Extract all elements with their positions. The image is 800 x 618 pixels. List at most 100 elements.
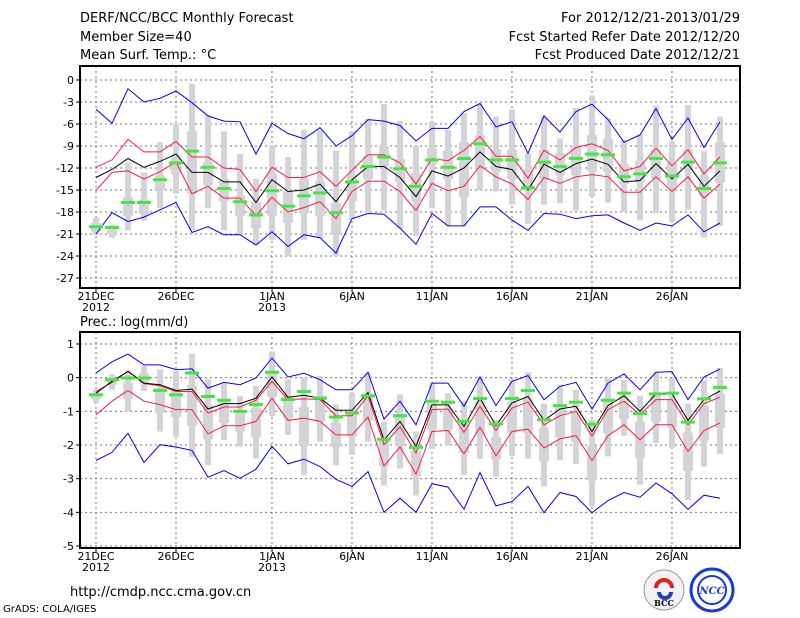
observed-marker [489,158,503,162]
y-tick-label: -18 [56,206,74,219]
series-line-max [95,88,721,156]
svg-text:BCC: BCC [654,598,674,608]
observed-marker [393,414,407,418]
x-tick-label: 26DEC [157,550,194,563]
ensemble-box [187,384,197,426]
observed-marker [569,156,583,160]
ensemble-box [523,398,533,433]
ensemble-box [251,407,261,437]
ensemble-box [603,401,613,433]
start-date: Fcst Started Refer Date 2012/12/20 [508,30,740,45]
observed-marker [137,200,151,204]
member-size: Member Size=40 [80,30,192,45]
ensemble-box [123,383,133,400]
observed-marker [521,186,535,190]
observed-marker [217,398,231,402]
y-tick-label: 0 [67,372,74,385]
observed-marker [617,391,631,395]
observed-marker [441,165,455,169]
ensemble-box [347,411,357,437]
observed-marker [121,376,135,380]
ensemble-box [555,407,565,438]
x-tick-year: 2013 [258,301,286,314]
observed-marker [233,409,247,413]
observed-marker [553,404,567,408]
x-tick-label: 26JAN [656,550,689,563]
observed-marker [713,385,727,389]
ensemble-box [683,149,693,171]
observed-marker [297,194,311,198]
ensemble-box [571,146,581,176]
ensemble-box [315,181,325,216]
observed-marker [217,187,231,191]
observed-marker [361,165,375,169]
y-tick-label: -12 [56,162,74,175]
series-line-mean [95,151,721,204]
x-tick-label: 11JAN [416,290,449,303]
observed-marker [585,422,599,426]
y-tick-label: -9 [63,140,74,153]
ensemble-box [155,175,165,190]
ensemble-box [443,408,453,430]
x-tick-label: 21JAN [576,550,609,563]
observed-marker [153,388,167,392]
observed-marker [313,396,327,400]
observed-marker [649,392,663,396]
observed-marker [521,388,535,392]
ensemble-box [267,370,277,397]
y-tick-label: -24 [56,250,74,263]
y-tick-label: -3 [63,473,74,486]
ensemble-box [139,199,149,215]
ensemble-box [203,405,213,440]
observed-marker [281,204,295,208]
observed-marker [361,394,375,398]
observed-marker [505,397,519,401]
svg-text:NCC: NCC [698,586,724,597]
ensemble-range-bar [429,121,435,209]
observed-marker [121,200,135,204]
observed-marker [329,415,343,419]
source-url[interactable]: http://cmdp.ncc.cma.gov.cn [70,585,252,600]
plot-frame [79,331,741,549]
observed-marker [601,153,615,157]
observed-marker [409,184,423,188]
x-tick-year: 2013 [258,561,286,574]
ensemble-box [443,150,453,179]
chart-title: DERF/NCC/BCC Monthly Forecast [80,11,294,26]
observed-marker [473,142,487,146]
ensemble-box [299,406,309,447]
observed-marker [201,395,215,399]
observed-marker [681,160,695,164]
y-tick-label: -21 [56,228,74,241]
produced-date: Fcst Produced Date 2012/12/21 [534,48,740,63]
variable-label: Mean Surf. Temp.: °C [80,48,217,63]
ensemble-box [571,412,581,442]
observed-marker [537,418,551,422]
ensemble-box [635,160,645,183]
observed-marker [169,161,183,165]
observed-marker [409,445,423,449]
ensemble-box [235,411,245,432]
observed-marker [169,393,183,397]
observed-marker [345,411,359,415]
observed-marker [601,398,615,402]
x-tick-label: 16JAN [496,550,529,563]
ensemble-box [555,153,565,176]
observed-marker [617,175,631,179]
observed-marker [345,180,359,184]
x-tick-label: 6JAN [339,290,365,303]
observed-marker [185,371,199,375]
y-tick-label: 0 [67,74,74,87]
ensemble-box [699,406,709,441]
ensemble-box [267,173,277,216]
observed-marker [505,158,519,162]
observed-marker [137,376,151,380]
ensemble-box [523,169,533,190]
observed-marker [425,158,439,162]
ensemble-box [459,142,469,198]
ensemble-box [411,450,421,477]
ensemble-box [491,436,501,460]
ensemble-box [123,197,133,216]
observed-marker [393,167,407,171]
ensemble-box [107,226,117,234]
